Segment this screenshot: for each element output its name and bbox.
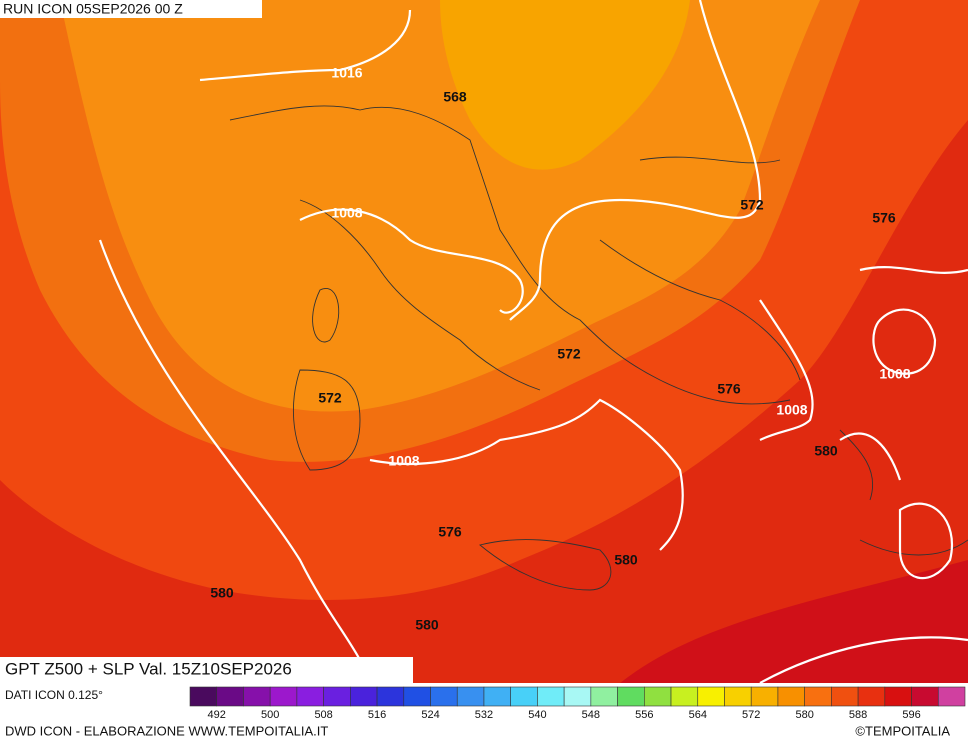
contour-label: 568 [443,89,467,105]
colorbar-swatch [670,686,699,707]
colorbar-swatch [937,686,966,707]
colorbar-swatch [563,686,592,707]
colorbar-caption: DATI ICON 0.125° [5,688,103,702]
colorbar-swatch [269,686,298,707]
colorbar-label: 516 [368,709,386,721]
coastlines [229,105,968,591]
title-box [0,657,413,683]
zone-564 [440,0,690,170]
contour-label: 580 [814,443,838,459]
contour-label: 572 [318,390,342,406]
colorbar-label: 596 [902,709,920,721]
colorbar-swatch [750,686,779,707]
colorbar-swatch [376,686,405,707]
colorbar-swatch [243,686,271,707]
contour-label: 1016 [331,65,362,81]
contour-label: 1008 [879,366,910,382]
colorbar-swatch [430,686,458,707]
colorbar-swatch [644,686,672,707]
colorbar-label: 580 [795,709,813,721]
colorbar-swatch [510,686,538,707]
contour-label: 1008 [388,453,419,469]
colorbar-label: 588 [849,709,867,721]
colorbar-swatch [911,686,939,707]
colorbar-swatch [777,686,805,707]
colorbar-swatch [857,686,886,707]
colorbar-swatch [483,686,511,707]
colorbar-swatch [350,686,378,707]
footer-right: ©TEMPOITALIA [855,723,950,738]
colorbar-swatch [804,686,832,707]
footer-left: DWD ICON - ELABORAZIONE WWW.TEMPOITALIA.… [5,723,328,738]
colorbar-swatch [617,686,645,707]
contour-label: 580 [415,617,439,633]
contour-label: 576 [717,381,741,397]
title: GPT Z500 + SLP Val. 15Z10SEP2026 [5,659,292,678]
field [0,0,968,683]
colorbar-swatch [697,686,725,707]
colorbar-swatch [456,686,485,707]
colorbar-label: 508 [314,709,332,721]
contour-label: 580 [614,552,638,568]
colorbar-swatch [724,686,752,707]
header-box [0,0,262,18]
colorbar-label: 492 [208,709,226,721]
colorbar-label: 572 [742,709,760,721]
contour-label: 1008 [331,205,362,221]
contour-label: 576 [872,210,896,226]
colorbar-swatch [590,686,618,707]
colorbar-swatch [537,686,565,707]
colorbar-swatch [216,686,244,707]
colorbar-label: 532 [475,709,493,721]
colorbar-label: 500 [261,709,279,721]
contour-labels: 1016 568 1008 572 576 572 572 576 1008 1008 1008 58… [210,65,910,633]
run-label: RUN ICON 05SEP2026 00 Z [3,1,183,17]
colorbar-swatch [296,686,324,707]
colorbar-label: 564 [689,709,707,721]
contour-label: 572 [557,346,581,362]
isobars [98,0,968,684]
contour-label: 572 [740,197,764,213]
contour-label: 580 [210,585,234,601]
contour-label: 576 [438,524,462,540]
colorbar-swatch [884,686,912,707]
colorbar-swatch [403,686,431,707]
colorbar: 492 500 508 516 524 532 540 548 556 564 572 580 588 5… [189,686,966,721]
colorbar-label: 524 [421,709,439,721]
colorbar-label: 556 [635,709,653,721]
colorbar-swatch [323,686,351,707]
colorbar-swatch [189,686,218,707]
contour-label: 1008 [776,402,807,418]
colorbar-label: 548 [582,709,600,721]
zone-584 [620,560,968,683]
colorbar-label: 540 [528,709,546,721]
colorbar-swatch [831,686,859,707]
